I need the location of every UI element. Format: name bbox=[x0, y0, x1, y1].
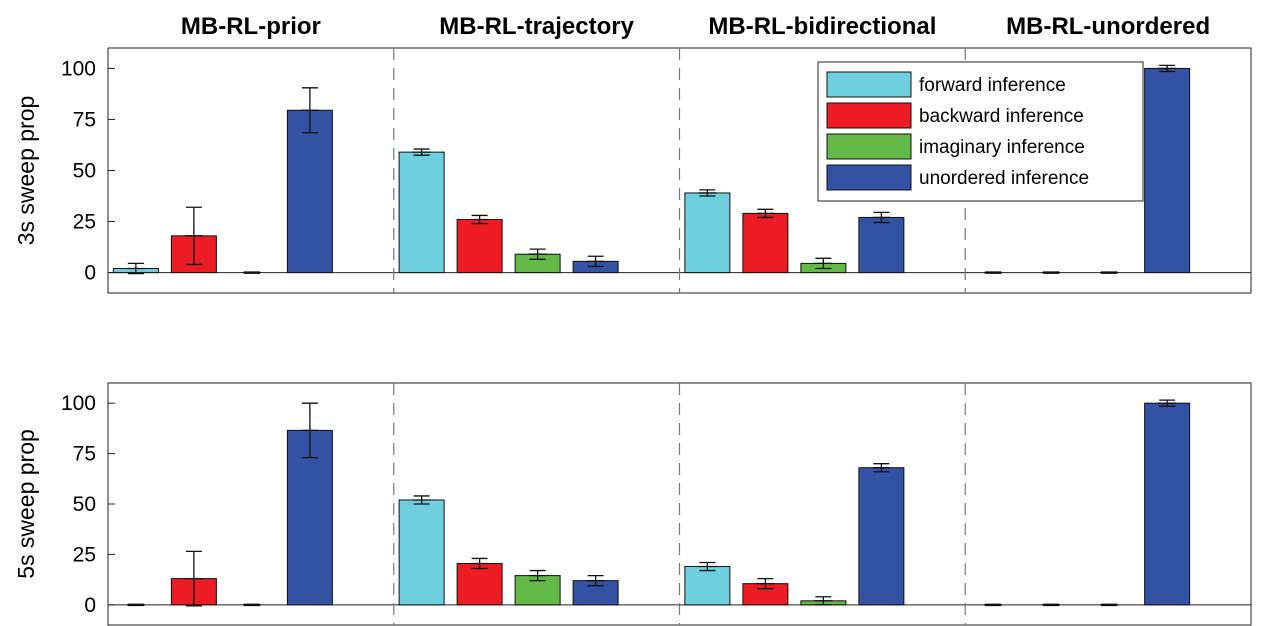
y-tick-label: 0 bbox=[84, 262, 96, 285]
y-tick-label: 50 bbox=[73, 160, 96, 183]
y-tick-label: 100 bbox=[61, 57, 96, 80]
bar bbox=[1144, 67, 1191, 274]
legend-swatch bbox=[826, 164, 912, 191]
y-axis-label: 3s sweep prop bbox=[13, 96, 39, 246]
bar bbox=[456, 562, 503, 606]
bar bbox=[398, 499, 445, 606]
bar bbox=[398, 151, 445, 274]
legend-label: forward inference bbox=[919, 75, 1066, 96]
y-tick-label: 50 bbox=[73, 493, 96, 516]
bar bbox=[684, 192, 731, 274]
y-tick-label: 0 bbox=[84, 594, 96, 617]
y-tick-label: 75 bbox=[73, 443, 96, 466]
bar bbox=[456, 219, 503, 274]
y-axis-label: 5s sweep prop bbox=[13, 429, 39, 579]
bar bbox=[684, 566, 731, 606]
legend-swatch bbox=[826, 133, 912, 160]
group-title: MB-RL-unordered bbox=[1006, 13, 1210, 40]
bar bbox=[286, 429, 333, 606]
y-tick-label: 25 bbox=[73, 543, 96, 566]
bar bbox=[858, 467, 905, 606]
legend-label: imaginary inference bbox=[919, 137, 1085, 158]
legend-label: backward inference bbox=[919, 106, 1084, 127]
bar bbox=[742, 212, 789, 274]
bar bbox=[1144, 402, 1191, 606]
y-tick-label: 100 bbox=[61, 392, 96, 415]
legend-label: unordered inference bbox=[919, 168, 1089, 189]
bar bbox=[858, 216, 905, 274]
bar bbox=[286, 109, 333, 274]
group-title: MB-RL-prior bbox=[181, 13, 321, 40]
y-tick-label: 25 bbox=[73, 211, 96, 234]
group-title: MB-RL-trajectory bbox=[439, 13, 634, 40]
legend-swatch bbox=[826, 71, 912, 98]
legend-swatch bbox=[826, 102, 912, 129]
y-tick-label: 75 bbox=[73, 108, 96, 131]
group-title: MB-RL-bidirectional bbox=[708, 13, 936, 40]
